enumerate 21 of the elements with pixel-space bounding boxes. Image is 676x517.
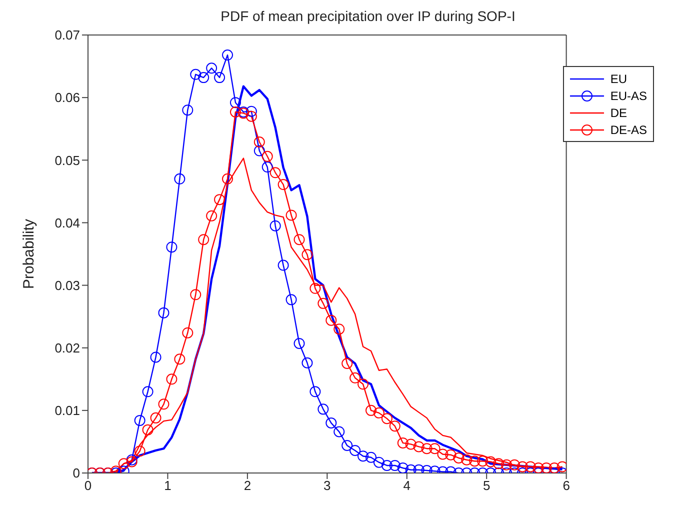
y-tick-label: 0.01 bbox=[54, 403, 80, 418]
y-tick-label: 0.03 bbox=[54, 278, 80, 293]
y-tick-label: 0 bbox=[72, 466, 80, 481]
y-tick-label: 0.04 bbox=[54, 215, 80, 230]
legend-label: EU-AS bbox=[610, 88, 647, 102]
x-tick-label: 5 bbox=[482, 478, 490, 494]
y-axis-title: Probability bbox=[20, 218, 38, 290]
y-tick-label: 0.07 bbox=[54, 28, 80, 43]
y-tick-label: 0.06 bbox=[54, 90, 80, 106]
x-tick-label: 2 bbox=[244, 478, 252, 494]
y-tick-label: 0.05 bbox=[54, 152, 80, 168]
legend-label: DE-AS bbox=[610, 122, 647, 136]
x-tick-label: 0 bbox=[84, 478, 92, 494]
x-tick-label: 6 bbox=[562, 478, 570, 494]
x-tick-label: 3 bbox=[324, 478, 331, 494]
y-tick-label: 0.02 bbox=[54, 340, 80, 356]
chart-title: PDF of mean precipitation over IP during SOP-I bbox=[220, 8, 516, 26]
legend-label: EU bbox=[610, 72, 627, 86]
legend-label: DE bbox=[610, 106, 627, 120]
x-tick-label: 4 bbox=[403, 478, 410, 494]
x-tick-label: 1 bbox=[164, 478, 172, 494]
